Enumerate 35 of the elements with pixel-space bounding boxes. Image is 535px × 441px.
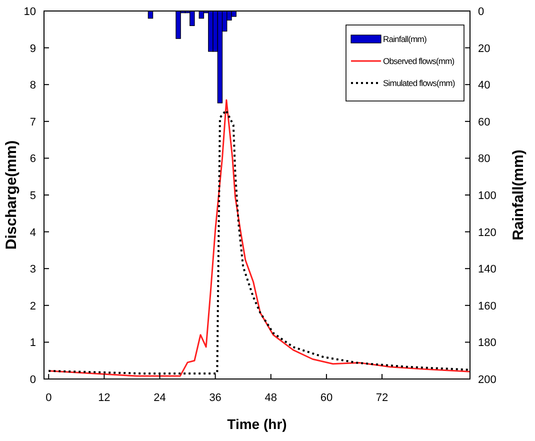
y2-tick-label: 200 (478, 374, 496, 386)
y-tick-label: 2 (30, 300, 36, 312)
y-tick-label: 9 (30, 42, 36, 55)
x-tick-label: 12 (98, 392, 110, 404)
y2-tick-label: 60 (478, 116, 490, 128)
y2-tick-label: 80 (478, 153, 490, 166)
y2-tick-label: 100 (478, 190, 496, 202)
y-tick-label: 7 (30, 116, 36, 128)
x-axis-title: Time (hr) (227, 416, 287, 432)
y2-tick-label: 180 (478, 337, 496, 350)
y-tick-label: 5 (30, 190, 36, 202)
x-tick-label: 36 (209, 392, 222, 404)
y-tick-label: 1 (30, 337, 36, 350)
y-tick-label: 3 (30, 264, 36, 276)
y2-axis-title: Rainfall(mm) (510, 150, 527, 240)
legend-label: Rainfall(mm) (383, 34, 427, 44)
y-axis-title: Discharge(mm) (3, 140, 20, 250)
y2-tick-label: 0 (478, 6, 484, 18)
y-tick-label: 4 (30, 226, 36, 239)
y2-tick-label: 160 (478, 300, 496, 312)
x-tick-label: 60 (320, 392, 333, 404)
y2-tick-label: 20 (478, 42, 490, 55)
x-tick-label: 24 (154, 392, 166, 404)
legend-label: Observed flows(mm) (383, 56, 455, 66)
y2-tick-label: 140 (478, 264, 496, 276)
y2-tick-label: 120 (478, 226, 496, 239)
y2-tick-label: 40 (478, 80, 490, 92)
x-tick-label: 0 (46, 392, 52, 404)
y-tick-label: 10 (24, 6, 36, 18)
x-tick-label: 72 (376, 392, 388, 404)
legend-label: Simulated flows(mm) (383, 78, 456, 88)
y-tick-label: 6 (30, 153, 36, 166)
x-tick-label: 48 (264, 392, 278, 404)
y-tick-label: 8 (30, 80, 36, 92)
y-tick-label: 0 (30, 374, 36, 386)
